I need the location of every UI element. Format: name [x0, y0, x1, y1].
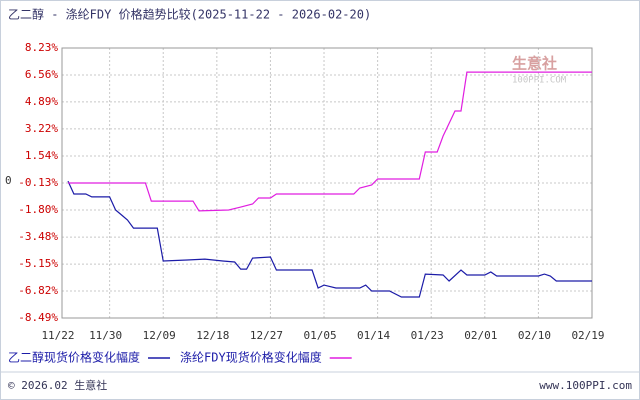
x-tick-label: 02/01	[464, 329, 497, 342]
zero-label: 0	[5, 174, 12, 187]
x-tick-label: 12/27	[250, 329, 283, 342]
y-tick-label: -1.80%	[18, 203, 58, 216]
footer-left: © 2026.02 生意社	[8, 378, 107, 392]
chart-title: 乙二醇 - 涤纶FDY 价格趋势比较(2025-11-22 - 2026-02-…	[8, 7, 371, 22]
legend-label: 涤纶FDY现货价格变化幅度	[180, 350, 322, 365]
x-tick-label: 12/09	[143, 329, 176, 342]
x-tick-label: 12/18	[196, 329, 229, 342]
y-tick-label: 3.22%	[25, 122, 58, 135]
legend-label: 乙二醇现货价格变化幅度	[8, 350, 140, 365]
series-line	[67, 180, 592, 298]
y-tick-label: -5.15%	[18, 257, 58, 270]
y-tick-label: 4.89%	[25, 95, 58, 108]
x-tick-label: 01/14	[357, 329, 390, 342]
y-tick-label: 8.23%	[25, 41, 58, 54]
plot-frame	[61, 47, 593, 319]
footer-right: www.100PPI.com	[539, 379, 632, 392]
y-tick-label: -3.48%	[18, 230, 58, 243]
x-tick-label: 11/30	[89, 329, 122, 342]
watermark: 生意社	[512, 55, 557, 73]
y-tick-label: -8.49%	[18, 311, 58, 324]
y-tick-label: 6.56%	[25, 68, 58, 81]
x-tick-label: 11/22	[41, 329, 74, 342]
watermark-sub: 100PPI.COM	[512, 76, 567, 86]
x-tick-label: 01/23	[411, 329, 444, 342]
series-line	[68, 71, 592, 212]
x-tick-label: 01/05	[303, 329, 336, 342]
x-tick-label: 02/19	[571, 329, 604, 342]
x-tick-label: 02/10	[518, 329, 551, 342]
y-tick-label: 1.54%	[25, 149, 58, 162]
y-tick-label: -0.13%	[18, 176, 58, 189]
y-tick-label: -6.82%	[18, 284, 58, 297]
